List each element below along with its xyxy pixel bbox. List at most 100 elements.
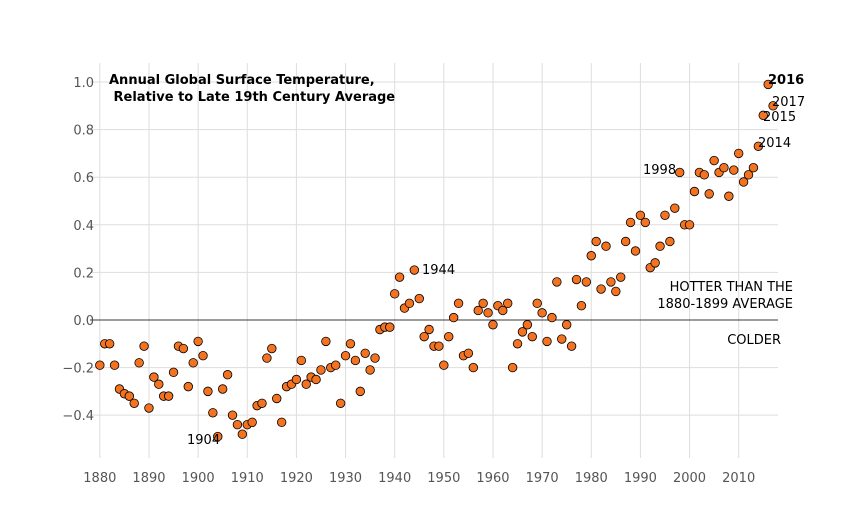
- data-point-1951: [444, 331, 454, 342]
- data-point-1916: [272, 393, 282, 404]
- data-point-1913: [257, 398, 267, 408]
- data-point-2005: [709, 155, 719, 166]
- data-point-1980: [586, 251, 596, 261]
- data-point-1975: [561, 320, 572, 330]
- data-points: [95, 79, 778, 442]
- data-point-2011: [738, 177, 749, 187]
- x-tick-labels: 1880 1890 1900 1910 1920 1930 1940 1950 1960 1970…: [83, 471, 755, 486]
- data-point-1972: [547, 312, 557, 323]
- data-point-2001: [689, 186, 700, 197]
- data-point-1945: [414, 293, 424, 304]
- data-point-1925: [316, 365, 326, 375]
- data-point-1897: [178, 343, 189, 354]
- x-tick-label: 1950: [427, 471, 460, 486]
- data-point-1990: [635, 210, 646, 220]
- x-tick-label: 1990: [624, 471, 657, 486]
- data-point-1955: [463, 348, 474, 359]
- data-point-1994: [655, 241, 665, 251]
- data-point-1959: [483, 308, 493, 318]
- data-point-1940: [389, 289, 400, 299]
- data-point-1883: [109, 360, 120, 370]
- data-point-1895: [168, 367, 179, 378]
- data-point-1926: [321, 336, 331, 347]
- data-point-1909: [237, 429, 248, 439]
- data-point-1989: [630, 246, 641, 256]
- x-gridlines: [99, 63, 740, 458]
- data-point-1894: [163, 391, 174, 401]
- data-point-2009: [729, 165, 739, 175]
- data-point-2013: [748, 162, 759, 173]
- y-tick-label: −0.4: [62, 409, 94, 424]
- data-point-1962: [498, 305, 508, 316]
- data-point-1902: [203, 386, 213, 397]
- data-point-1928: [331, 360, 341, 370]
- data-point-1933: [355, 386, 365, 397]
- data-point-1941: [394, 272, 405, 282]
- data-point-1950: [439, 360, 449, 370]
- data-point-1968: [527, 331, 537, 342]
- data-point-2017: [768, 101, 778, 111]
- x-tick-label: 1890: [132, 471, 165, 486]
- data-point-1949: [434, 341, 444, 351]
- data-point-1986: [616, 272, 626, 282]
- y-tick-label: 0.2: [73, 266, 94, 281]
- data-point-1901: [198, 350, 208, 361]
- data-point-1953: [453, 298, 464, 309]
- data-point-2012: [743, 170, 754, 180]
- colder-label: COLDER: [727, 333, 781, 348]
- data-point-1970: [537, 308, 547, 318]
- x-tick-label: 1900: [182, 471, 215, 486]
- data-point-1965: [512, 339, 523, 349]
- data-point-1983: [601, 241, 611, 251]
- data-point-1952: [448, 312, 459, 323]
- data-point-2016: [763, 79, 773, 90]
- hotter-label-line-1: HOTTER THAN THE: [670, 280, 793, 295]
- data-point-1929: [335, 398, 346, 408]
- annotation-2015: 2015: [763, 110, 796, 125]
- chart-title-line-2: Relative to Late 19th Century Average: [109, 90, 395, 105]
- data-point-1988: [625, 217, 636, 228]
- y-tick-labels: −0.4 −0.2 0.0 0.2 0.4 0.6 0.8 1.0: [62, 76, 94, 424]
- y-tick-label: −0.2: [62, 362, 94, 377]
- data-point-1914: [262, 353, 272, 363]
- data-point-2015: [758, 110, 768, 121]
- y-tick-label: 0.6: [73, 171, 94, 186]
- data-point-1921: [296, 355, 307, 366]
- data-point-1996: [665, 236, 675, 247]
- data-point-1979: [581, 277, 592, 287]
- y-tick-label: 0.4: [73, 219, 94, 234]
- chart-title-line-1: Annual Global Surface Temperature,: [109, 73, 375, 88]
- annotation-1998: 1998: [643, 163, 676, 178]
- data-point-1888: [134, 358, 144, 368]
- data-point-1976: [566, 341, 577, 351]
- data-point-1981: [591, 236, 601, 247]
- data-point-1946: [419, 331, 429, 342]
- data-point-1922: [301, 379, 311, 389]
- data-point-1904: [213, 431, 223, 442]
- hotter-label-line-2: 1880-1899 AVERAGE: [657, 297, 793, 312]
- data-point-1967: [522, 320, 533, 330]
- data-point-1957: [473, 305, 483, 316]
- annotation-2017: 2017: [772, 95, 805, 110]
- data-point-1993: [650, 258, 660, 268]
- data-point-2010: [733, 148, 744, 159]
- data-point-1960: [488, 320, 498, 330]
- x-tick-label: 1970: [526, 471, 559, 486]
- data-point-1906: [222, 370, 233, 380]
- y-tick-label: 0.0: [73, 314, 94, 329]
- data-point-1964: [507, 362, 518, 373]
- data-point-1903: [208, 408, 218, 418]
- x-tick-label: 1880: [83, 471, 116, 486]
- data-point-2004: [704, 189, 714, 199]
- data-point-1924: [311, 374, 321, 385]
- data-point-1890: [144, 403, 154, 413]
- data-point-1943: [404, 298, 415, 309]
- annotation-2014: 2014: [758, 136, 791, 151]
- data-point-1956: [468, 362, 479, 373]
- annotation-1904: 1904: [187, 433, 220, 448]
- data-point-1886: [124, 391, 135, 401]
- data-point-1931: [345, 339, 356, 349]
- data-point-1982: [596, 284, 606, 294]
- data-point-1887: [129, 398, 139, 408]
